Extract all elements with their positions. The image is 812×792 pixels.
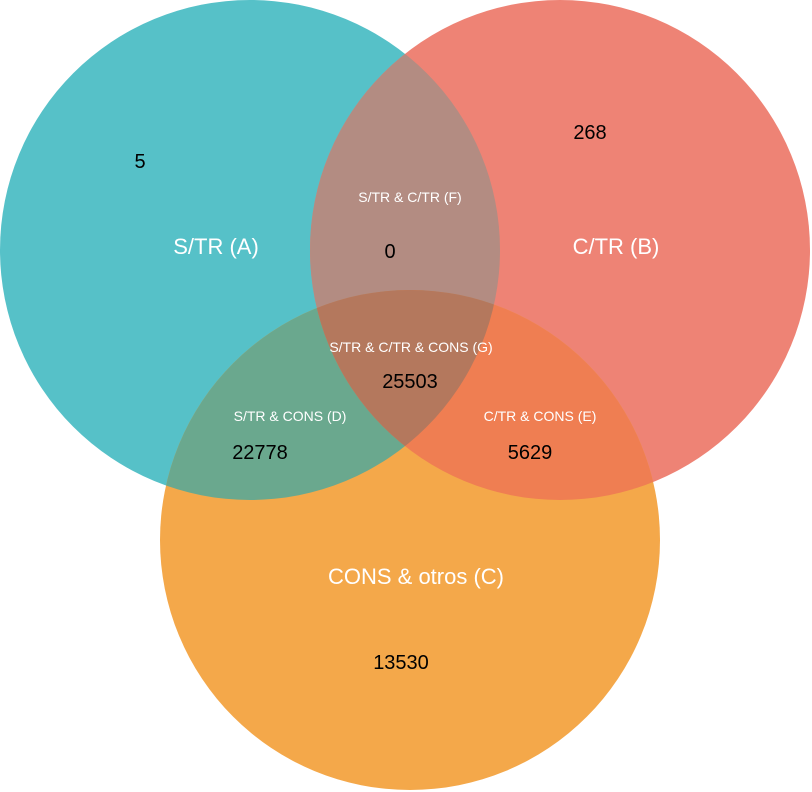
region-abc-count: 25503 bbox=[382, 371, 438, 393]
set-a-label: S/TR (A) bbox=[173, 234, 259, 259]
region-bc-label: C/TR & CONS (E) bbox=[484, 408, 597, 424]
set-b-label: C/TR (B) bbox=[573, 234, 660, 259]
set-a-count: 5 bbox=[134, 151, 145, 173]
set-b-count: 268 bbox=[573, 122, 606, 144]
region-ab-count: 0 bbox=[384, 241, 395, 263]
region-abc-label: S/TR & C/TR & CONS (G) bbox=[329, 339, 492, 355]
region-ab-label: S/TR & C/TR (F) bbox=[358, 189, 461, 205]
region-ac-count: 22778 bbox=[232, 442, 288, 464]
region-ac-label: S/TR & CONS (D) bbox=[234, 408, 347, 424]
overlap-bc-region bbox=[310, 290, 660, 500]
region-bc-count: 5629 bbox=[508, 442, 553, 464]
overlap-ac-region bbox=[160, 290, 500, 500]
set-c-label: CONS & otros (C) bbox=[328, 564, 504, 589]
set-c-count: 13530 bbox=[373, 652, 429, 674]
